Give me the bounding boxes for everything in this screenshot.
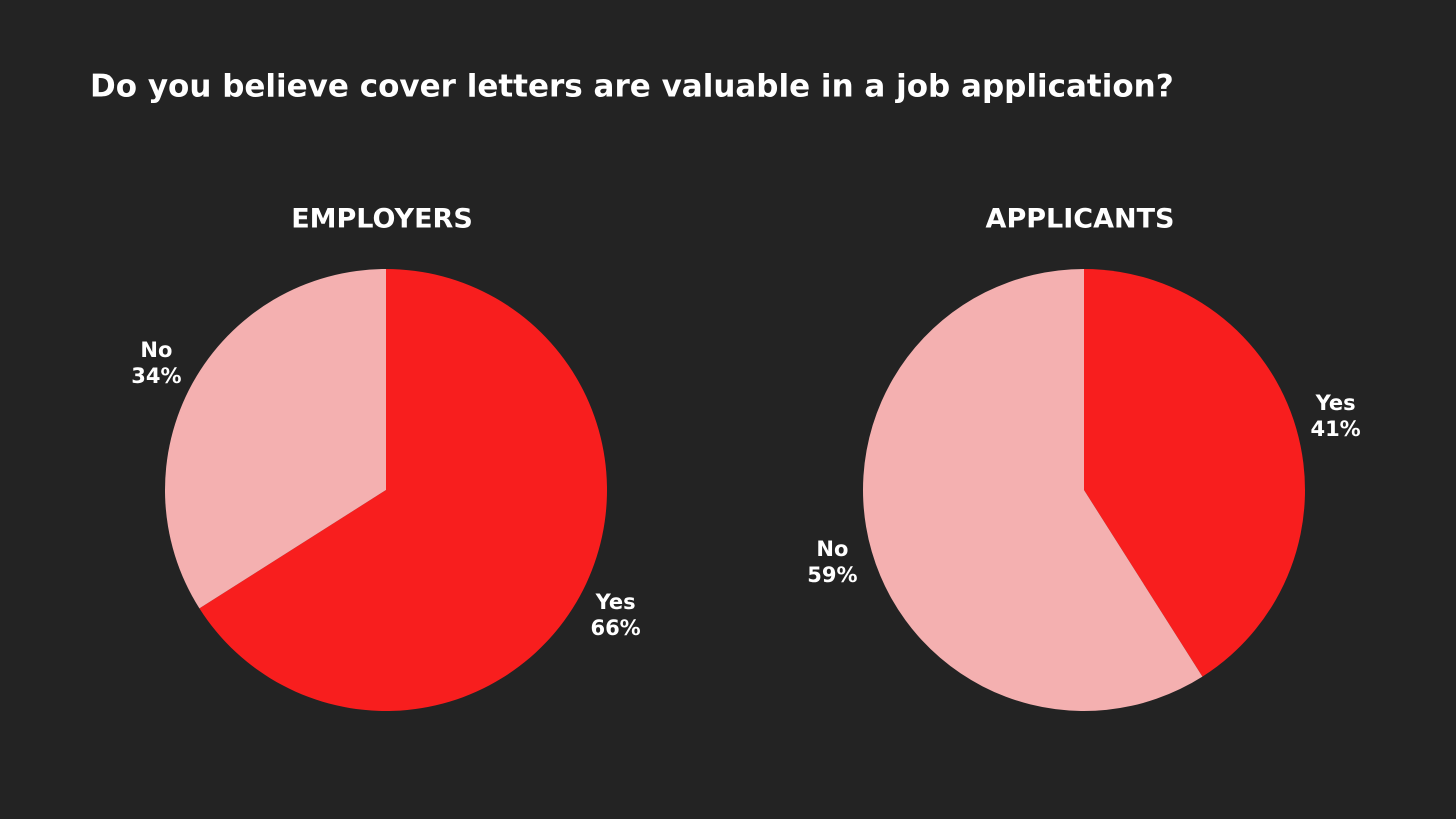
slice-category-label: Yes: [595, 590, 636, 614]
slice-value-label: 66%: [590, 616, 640, 640]
slice-value-label: 41%: [1310, 417, 1360, 441]
slice-category-label: No: [816, 537, 848, 561]
slice-category-label: Yes: [1315, 391, 1356, 415]
pie-slice: [863, 269, 1203, 711]
chart-title: APPLICANTS: [986, 204, 1175, 235]
chart-title: EMPLOYERS: [291, 204, 473, 235]
pie-slice: [1084, 269, 1305, 677]
slice-value-label: 59%: [807, 563, 857, 587]
page-title: Do you believe cover letters are valuabl…: [90, 69, 1174, 105]
pie-slice: [165, 269, 386, 609]
pie-slice: [199, 269, 608, 712]
slice-category-label: No: [140, 338, 172, 362]
slice-value-label: 34%: [131, 364, 181, 388]
